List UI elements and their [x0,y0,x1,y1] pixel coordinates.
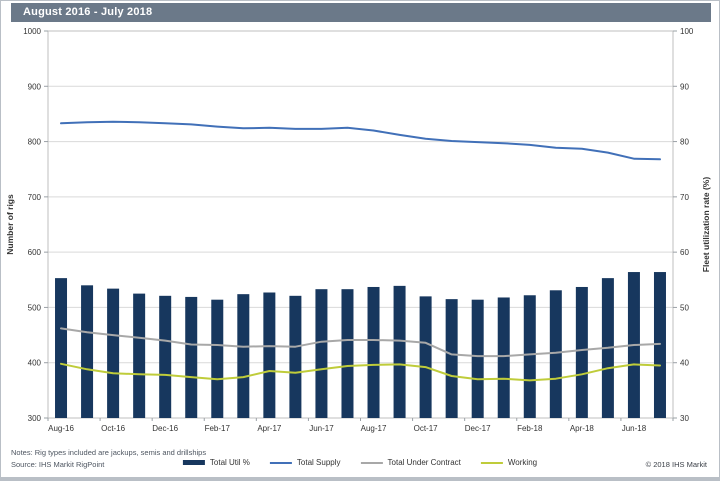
svg-text:Jun-17: Jun-17 [309,424,334,433]
legend-label: Total Supply [296,458,341,467]
svg-text:900: 900 [28,82,42,91]
svg-text:Jun-18: Jun-18 [622,424,647,433]
legend-label: Total Util % [209,458,250,467]
svg-text:Aug-16: Aug-16 [48,424,74,433]
svg-text:Dec-16: Dec-16 [152,424,178,433]
bar [237,294,250,418]
svg-text:80: 80 [680,138,689,147]
svg-text:Feb-17: Feb-17 [205,424,231,433]
svg-text:500: 500 [28,303,42,312]
bar [575,286,588,418]
bar [315,289,328,418]
bar [393,285,406,418]
bar [367,286,380,418]
bar [523,295,536,418]
svg-text:600: 600 [28,248,42,257]
svg-text:Apr-18: Apr-18 [570,424,595,433]
bar [211,299,224,418]
chart-legend: Total Util % Total Supply Total Under Co… [182,458,538,467]
bar [263,292,276,418]
legend-item-total-util: Total Util % [182,458,250,467]
legend-swatch-line-icon [360,461,383,464]
svg-text:70: 70 [680,193,689,202]
bar [289,295,302,418]
copyright-text: © 2018 IHS Markit [645,460,707,469]
bar [497,297,510,418]
gridlines [48,85,673,364]
axis-ticks: 300 400 500 600 700 800 900 1000 30 40 50 60 70 80 90 1… [23,27,694,423]
svg-text:Dec-17: Dec-17 [465,424,491,433]
svg-text:Oct-16: Oct-16 [101,424,126,433]
line-working [60,362,661,382]
left-axis-title: Number of rigs [5,194,15,255]
chart-notes: Notes: Rig types included are jackups, s… [11,447,206,471]
bottom-border [1,477,719,480]
svg-text:50: 50 [680,303,689,312]
legend-item-total-supply: Total Supply [269,458,341,467]
rig-utilization-chart: 300 400 500 600 700 800 900 1000 30 40 50 60 70 80 90 1… [5,27,711,433]
svg-text:30: 30 [680,414,689,423]
svg-text:90: 90 [680,82,689,91]
bar [133,293,146,418]
bar [653,272,666,418]
notes-line: Notes: Rig types included are jackups, s… [11,448,207,457]
bar [159,295,172,418]
legend-swatch-line-icon [480,461,503,464]
legend-item-under-contract: Total Under Contract [360,458,461,467]
legend-swatch-bar-icon [182,460,205,465]
svg-text:60: 60 [680,248,689,257]
bar [81,285,94,418]
line-total-supply [60,120,661,161]
svg-text:300: 300 [28,414,42,423]
chart-title-bar: August 2016 - July 2018 [11,3,711,22]
x-axis-labels: Aug-16 Oct-16 Dec-16 Feb-17 Apr-17 Jun-17 Aug-… [47,418,674,433]
source-line: Source: IHS Markit RigPoint [11,460,105,469]
bar [549,290,562,418]
bar [341,289,354,418]
svg-text:700: 700 [28,193,42,202]
legend-label: Total Under Contract [387,458,461,467]
bar [419,296,432,418]
bar [107,288,120,418]
bar [55,278,68,418]
chart-title: August 2016 - July 2018 [23,6,153,18]
svg-text:40: 40 [680,359,689,368]
legend-item-working: Working [480,458,538,467]
legend-label: Working [507,458,538,467]
svg-text:Feb-18: Feb-18 [517,424,543,433]
bars-total-util- [55,272,666,418]
svg-text:Aug-17: Aug-17 [361,424,387,433]
svg-text:800: 800 [28,138,42,147]
bar [445,299,458,418]
right-axis-title: Fleet utilization rate (%) [701,177,711,273]
svg-text:Apr-17: Apr-17 [257,424,282,433]
svg-text:Oct-17: Oct-17 [414,424,439,433]
bar [471,299,484,418]
bar [185,296,198,418]
svg-text:100: 100 [680,27,694,36]
legend-swatch-line-icon [269,461,292,464]
svg-text:1000: 1000 [23,27,41,36]
svg-text:400: 400 [28,359,42,368]
line-total-under-contract [60,327,661,358]
